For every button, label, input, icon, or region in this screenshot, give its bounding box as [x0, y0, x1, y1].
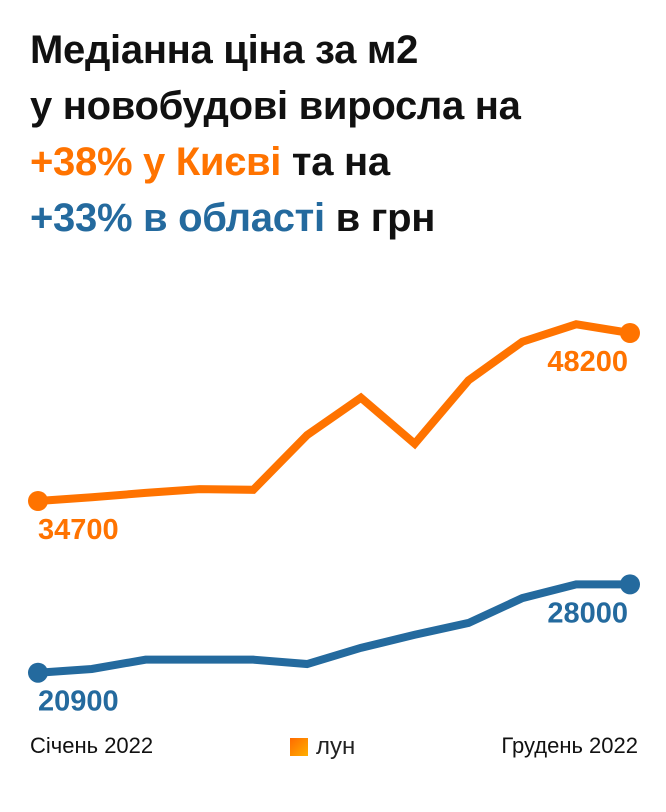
- series-line-region: [37, 580, 630, 677]
- lun-logo-text: лун: [316, 733, 356, 760]
- series-point-kyiv-start: [28, 491, 48, 511]
- x-end-label: Грудень 2022: [501, 733, 638, 758]
- series-point-region-end: [620, 574, 640, 595]
- lun-logo: лун: [290, 733, 355, 761]
- data-label-region-start: 20900: [38, 686, 119, 718]
- title-line-4-rest: в грн: [324, 196, 436, 240]
- series-line-kyiv: [37, 320, 631, 505]
- data-label-region-end: 28000: [547, 597, 628, 629]
- kyiv-growth: +38% у Києві: [30, 140, 282, 184]
- title-line-3: +38% у Києві та на: [30, 134, 521, 190]
- title-line-2: у новобудові виросла на: [30, 84, 521, 128]
- series-point-kyiv-end: [620, 323, 640, 343]
- x-start-label: Січень 2022: [30, 733, 154, 758]
- chart-title: Медіанна ціна за м2 у новобудові виросла…: [30, 22, 521, 246]
- title-line-3-rest: та на: [281, 140, 390, 184]
- lun-logo-icon: [290, 738, 308, 756]
- data-label-kyiv-end: 48200: [547, 346, 628, 378]
- region-growth: +33% в області: [30, 196, 325, 240]
- data-label-kyiv-start: 34700: [38, 514, 119, 546]
- series-point-region-start: [28, 662, 48, 683]
- title-line-4: +33% в області в грн: [30, 190, 521, 246]
- title-line-1: Медіанна ціна за м2: [30, 28, 419, 72]
